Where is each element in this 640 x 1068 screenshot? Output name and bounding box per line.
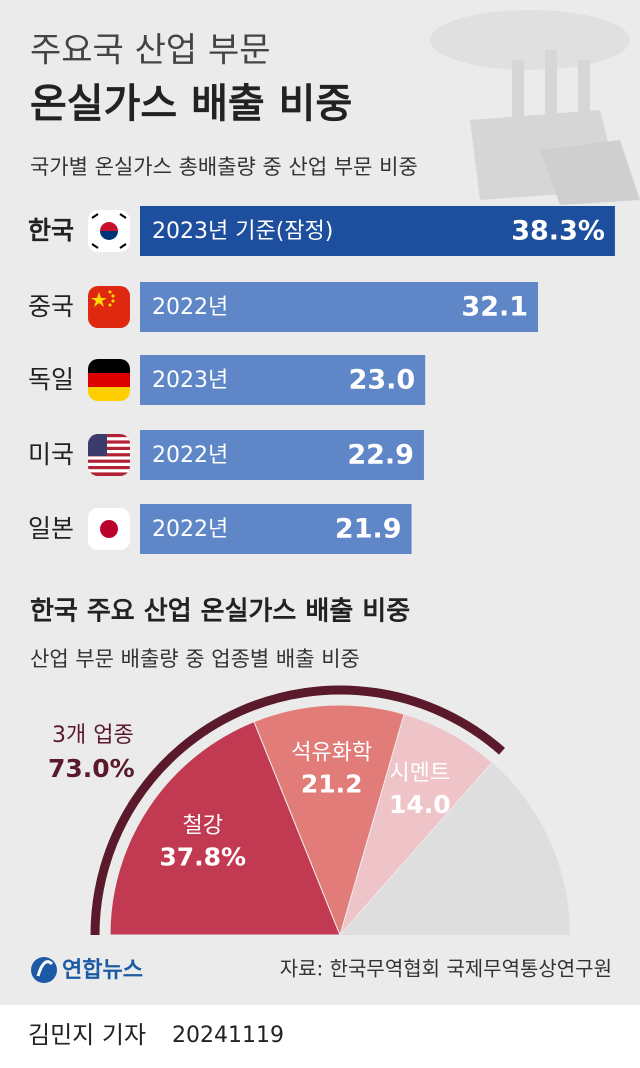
factory-icon — [430, 10, 640, 205]
pie-slice — [339, 713, 493, 936]
logo-text: 연합뉴스 — [62, 957, 143, 983]
value-label: 23.0 — [349, 365, 416, 396]
slice-value: 21.2 — [301, 770, 363, 799]
bar-note: 2022년 — [152, 295, 228, 320]
bar — [140, 430, 424, 480]
value-label: 38.3% — [511, 216, 605, 247]
flag-usa — [88, 434, 130, 476]
flag-japan — [88, 508, 130, 550]
bar-note: 2022년 — [152, 443, 228, 468]
footer-background — [0, 1005, 640, 1068]
pie-title: 한국 주요 산업 온실가스 배출 비중 — [30, 597, 410, 627]
bar-note: 2023년 — [152, 368, 228, 393]
source: 자료: 한국무역협회 국제무역통상연구원 — [280, 957, 612, 981]
value-label: 32.1 — [461, 292, 528, 323]
slice-label: 철강 — [183, 813, 223, 838]
category-label: 한국 — [28, 216, 74, 245]
bar-note: 2022년 — [152, 517, 228, 542]
category-label: 일본 — [28, 514, 74, 543]
category-label: 미국 — [28, 440, 74, 469]
kicker: 주요국 산업 부문 — [30, 31, 271, 71]
flag-korea — [88, 210, 130, 252]
title: 온실가스 배출 비중 — [30, 81, 352, 127]
slice-value: 37.8% — [159, 842, 246, 871]
bar — [140, 206, 615, 256]
slice-label: 시멘트 — [389, 761, 450, 786]
category-label: 중국 — [28, 292, 74, 321]
value-label: 21.9 — [335, 514, 402, 545]
logo: 연합뉴스 — [31, 957, 143, 983]
pie-slice — [253, 704, 405, 937]
bar — [140, 355, 426, 405]
slice-label: 석유화학 — [291, 741, 372, 766]
category-label: 독일 — [28, 365, 74, 394]
total-arc — [90, 685, 505, 936]
bar — [140, 282, 539, 332]
bar-note: 2023년 기준(잠정) — [152, 219, 333, 244]
pie-chart: 철강 37.8% 석유화학 21.2 시멘트 14.0 3개 업종 73.0% — [48, 685, 570, 937]
pie-slice — [109, 721, 341, 936]
date: 20241119 — [172, 1023, 284, 1048]
slice-value: 14.0 — [389, 790, 451, 819]
value-label: 22.9 — [347, 440, 414, 471]
total-label: 3개 업종 — [52, 723, 134, 748]
subtitle: 국가별 온실가스 총배출량 중 산업 부문 비중 — [30, 155, 418, 179]
bar — [140, 504, 412, 554]
total-value: 73.0% — [48, 754, 135, 783]
pie-subtitle: 산업 부문 배출량 중 업종별 배출 비중 — [30, 647, 360, 671]
flag-germany — [88, 359, 130, 401]
byline: 김민지 기자 — [28, 1021, 146, 1049]
flag-china — [88, 286, 130, 328]
